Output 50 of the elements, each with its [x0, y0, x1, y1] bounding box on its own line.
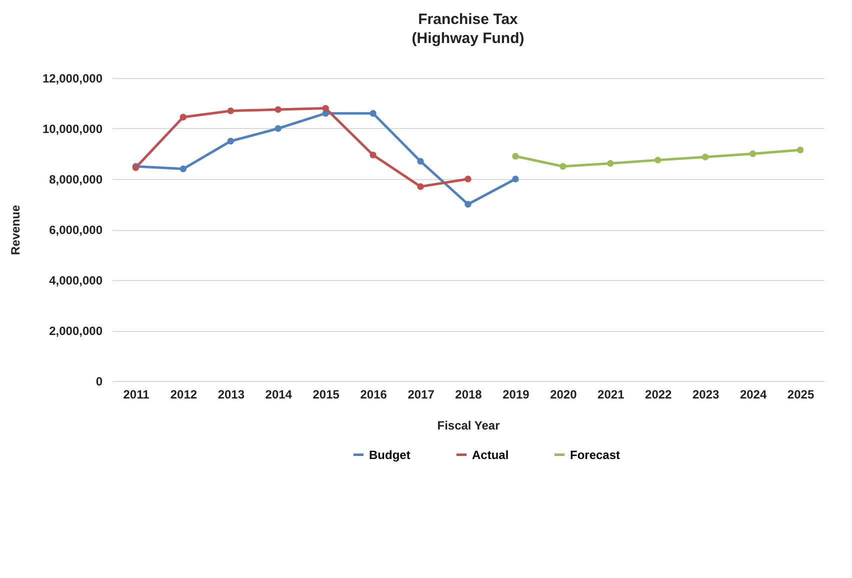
y-tick-label: 12,000,000: [42, 72, 103, 86]
point: [512, 152, 519, 160]
point: [796, 146, 804, 154]
x-tick-label: 2019: [502, 388, 530, 402]
x-axis-title: Fiscal Year: [437, 418, 500, 432]
point: [607, 160, 614, 167]
point: [180, 114, 187, 120]
point: [417, 183, 424, 190]
x-tick-label: 2018: [455, 388, 482, 402]
x-tick-label: 2024: [740, 388, 767, 402]
point: [180, 166, 187, 172]
x-tick-label: 2012: [170, 388, 198, 402]
point: [464, 200, 472, 208]
y-tick-label: 2,000,000: [49, 324, 103, 338]
x-tick-label: 2015: [312, 388, 340, 402]
y-tick-label: 4,000,000: [49, 274, 103, 288]
y-tick-label: 6,000,000: [49, 223, 103, 237]
y-tick-label: 0: [96, 374, 103, 388]
point: [227, 107, 234, 114]
point: [227, 138, 234, 144]
y-axis-title: Revenue: [8, 204, 22, 256]
point: [274, 106, 282, 113]
chart-subtitle: (Highway Fund): [412, 30, 524, 47]
x-tick-label: 2017: [408, 388, 435, 402]
point: [702, 154, 709, 160]
point: [370, 152, 376, 158]
x-tick-label: 2023: [692, 388, 720, 402]
point: [512, 176, 519, 182]
point: [370, 110, 376, 117]
x-tick-label: 2025: [787, 388, 814, 402]
legend-label: Actual: [472, 448, 509, 462]
legend-label: Budget: [369, 448, 410, 462]
point: [654, 156, 662, 164]
point: [560, 163, 566, 170]
x-tick-label: 2022: [645, 388, 672, 402]
legend-label: Forecast: [570, 448, 620, 462]
x-tick-label: 2020: [550, 388, 578, 402]
y-tick-label: 10,000,000: [42, 122, 103, 136]
point: [749, 150, 756, 158]
point: [274, 125, 282, 132]
y-tick-label: 8,000,000: [49, 172, 103, 186]
point: [322, 104, 329, 112]
x-tick-label: 2021: [598, 388, 625, 402]
chart-title: Franchise Tax: [418, 11, 519, 28]
x-tick-label: 2014: [265, 388, 292, 402]
x-tick-label: 2013: [218, 388, 245, 402]
point: [464, 176, 472, 182]
x-tick-label: 2011: [123, 388, 150, 402]
x-tick-label: 2016: [360, 388, 388, 402]
point: [417, 158, 424, 165]
